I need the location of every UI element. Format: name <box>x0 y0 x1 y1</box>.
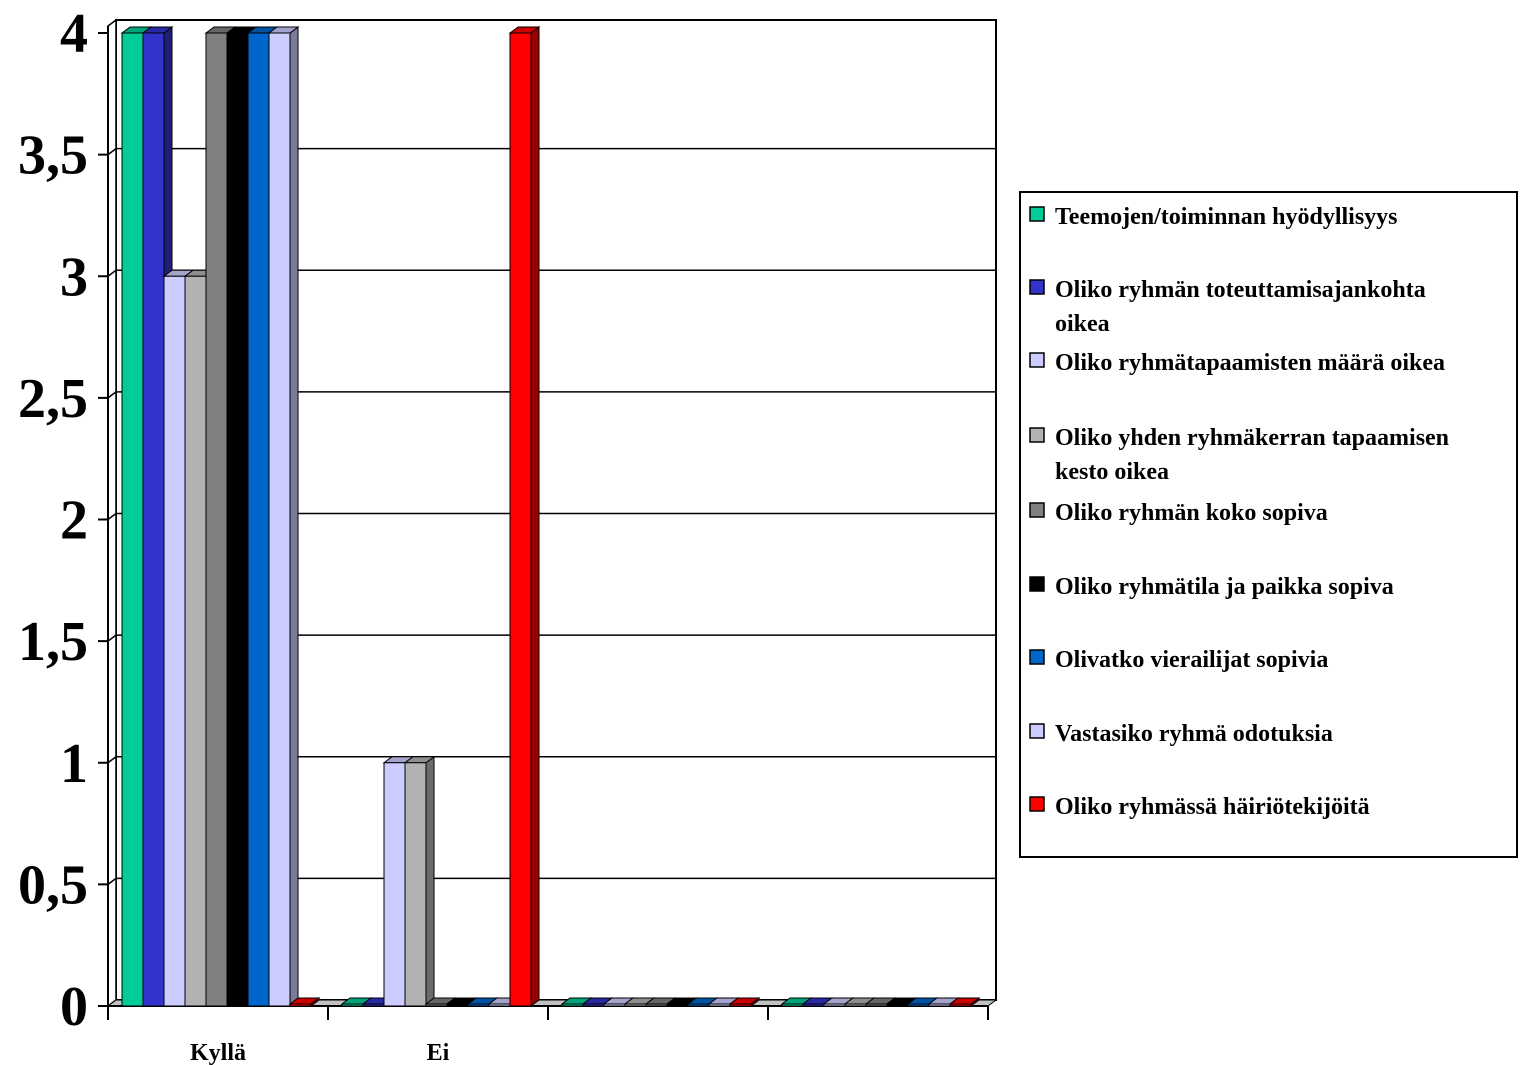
legend-label: Oliko ryhmän toteuttamisajankohta <box>1055 277 1426 303</box>
gridline-side <box>107 512 117 521</box>
legend-swatch <box>1029 279 1045 295</box>
y-tick-label: 3,5 <box>18 125 88 187</box>
bar <box>728 997 761 1007</box>
legend-swatch <box>1029 502 1045 518</box>
legend-swatch <box>1029 723 1045 739</box>
bar-front <box>907 1003 930 1007</box>
bar-front <box>362 1003 385 1007</box>
bar-front <box>121 32 144 1007</box>
gridline-side <box>107 148 117 156</box>
y-tick-label: 0 <box>60 976 88 1038</box>
y-tick-label: 3 <box>60 246 88 308</box>
bar-front <box>666 1003 689 1007</box>
bar-front <box>184 275 207 1007</box>
bar-front <box>425 1003 448 1007</box>
legend-label: Teemojen/toiminnan hyödyllisyys <box>1055 204 1398 230</box>
x-tick-label: Kyllä <box>190 1040 246 1065</box>
bar-front <box>949 1003 972 1007</box>
bar-front <box>865 1003 888 1007</box>
legend-swatch <box>1029 649 1045 665</box>
bar-side <box>289 26 299 1007</box>
bar-front <box>383 762 406 1007</box>
bar-front <box>268 32 291 1007</box>
y-tick-label: 2 <box>60 490 88 552</box>
bar-front <box>708 1003 731 1007</box>
bar-front <box>781 1003 804 1007</box>
legend-swatch <box>1029 352 1045 368</box>
y-tick-label: 4 <box>60 3 88 65</box>
gridline-side <box>107 877 117 885</box>
bar-front <box>289 1003 312 1007</box>
bar <box>267 26 300 1007</box>
bar-front <box>582 1003 605 1007</box>
legend-label: Oliko ryhmätapaamisten määrä oikea <box>1055 350 1445 376</box>
bar-front <box>341 1003 364 1007</box>
y-tick-label: 2,5 <box>18 368 88 430</box>
legend-swatch <box>1029 796 1045 812</box>
gridline-side <box>107 756 117 764</box>
bar-front <box>205 32 228 1007</box>
bar <box>288 997 321 1007</box>
bar-front <box>509 32 532 1007</box>
bar-front <box>142 32 165 1007</box>
bar-front <box>446 1003 469 1007</box>
bar-front <box>247 32 270 1007</box>
bar-front <box>645 1003 668 1007</box>
bar-front <box>404 762 427 1007</box>
bar-front <box>802 1003 825 1007</box>
legend-swatch <box>1029 427 1045 443</box>
y-tick-label: 1,5 <box>18 611 88 673</box>
legend-label: Oliko yhden ryhmäkerran tapaamisen <box>1055 425 1449 451</box>
gridline-side <box>107 391 117 399</box>
bar-front <box>624 1003 647 1007</box>
bar-front <box>928 1003 951 1007</box>
bar-front <box>687 1003 710 1007</box>
bar-front <box>729 1003 752 1007</box>
legend-label: Olivatko vierailijat sopivia <box>1055 647 1328 673</box>
gridline-side <box>107 269 117 277</box>
bar-side <box>530 26 540 1007</box>
legend-label: Oliko ryhmässä häiriötekijöitä <box>1055 794 1370 820</box>
axes: 0 0,5 1 1,5 2 2,5 3 3,5 4 Kyllä Ei <box>18 3 989 1065</box>
bar-front <box>603 1003 626 1007</box>
y-tick-label: 1 <box>60 733 88 795</box>
bar-front <box>561 1003 584 1007</box>
legend-label: oikea <box>1055 311 1110 337</box>
bars <box>120 26 981 1007</box>
bar <box>948 997 981 1007</box>
legend-label: Oliko ryhmätila ja paikka sopiva <box>1055 574 1394 600</box>
plot-side-wall <box>107 18 117 1008</box>
bar <box>508 26 541 1007</box>
legend: Teemojen/toiminnan hyödyllisyys Oliko ryh… <box>1019 191 1518 858</box>
legend-label: Vastasiko ryhmä odotuksia <box>1055 721 1333 747</box>
legend-swatch <box>1029 576 1045 592</box>
legend-label: kesto oikea <box>1055 459 1169 485</box>
bar-front <box>886 1003 909 1007</box>
bar-front <box>844 1003 867 1007</box>
y-tick-label: 0,5 <box>18 854 88 916</box>
bar <box>403 755 436 1007</box>
x-tick-label: Ei <box>427 1040 450 1065</box>
legend-box <box>1019 191 1518 858</box>
bar-front <box>467 1003 490 1007</box>
bar-side <box>425 755 435 1007</box>
bar-front <box>823 1003 846 1007</box>
gridline-side <box>107 634 117 642</box>
bar-front <box>163 275 186 1007</box>
bar-front <box>226 32 249 1007</box>
bar-front <box>488 1003 511 1007</box>
legend-swatch <box>1029 206 1045 222</box>
legend-label: Oliko ryhmän koko sopiva <box>1055 500 1328 526</box>
